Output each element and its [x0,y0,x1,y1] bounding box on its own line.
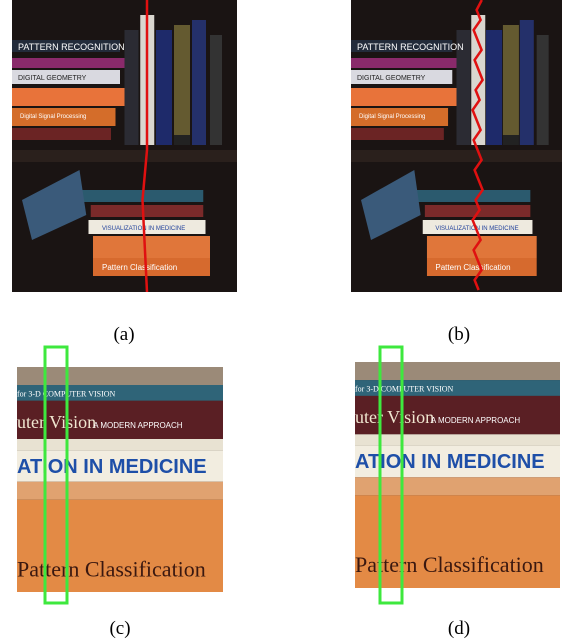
book [503,25,519,135]
book-text: Pattern Classification [435,263,510,272]
book-text: A MODERN APPROACH [93,421,183,430]
book [355,477,560,495]
book [93,236,210,258]
book-text: PATTERN RECOGNITION [357,42,464,52]
book-spine [537,35,549,145]
book [351,128,444,140]
book [17,367,223,385]
book-spine [125,30,139,145]
book-text: PATTERN RECOGNITION [18,42,125,52]
book-spine [520,20,534,145]
book-text: uter Vision [355,407,434,427]
book-text: Pattern Classification [355,552,544,577]
caption: (b) [448,324,470,345]
shelf-board [351,150,562,162]
book-text: Digital Signal Processing [359,114,425,120]
book [12,58,125,68]
book-text: DIGITAL GEOMETRY [18,75,87,82]
book-text: for 3-D COMPUTER VISION [355,384,454,393]
book [414,190,530,202]
shelf-board [12,150,237,162]
caption: (a) [113,324,134,345]
book [174,25,190,135]
book [17,439,223,450]
book-spine [156,30,172,145]
figure: (a) (b) (c) (d) PATTERN RECOGNITION DIGIT… [0,0,564,643]
book-text: Pattern Classification [102,263,177,272]
book-text: A MODERN APPROACH [431,416,521,425]
book [355,362,560,380]
book [12,128,111,140]
book-spine [486,30,502,145]
book [355,434,560,445]
book-spine [210,35,222,145]
book [351,58,457,68]
book [91,205,204,217]
caption: (c) [109,618,130,639]
photo: PATTERN RECOGNITION DIGITAL GEOMETRY Digit… [351,0,562,292]
book-text: uter Vision [17,412,96,432]
book [351,88,457,106]
book-text: ATION IN MEDICINE [355,451,545,473]
book-text: Digital Signal Processing [20,114,86,120]
book-spine [192,20,206,145]
caption: (d) [448,618,470,639]
book [17,482,223,500]
book-text: DIGITAL GEOMETRY [357,75,426,82]
photo: PATTERN RECOGNITION DIGITAL GEOMETRY Digit… [12,0,237,292]
book [427,236,537,258]
book [12,88,125,106]
